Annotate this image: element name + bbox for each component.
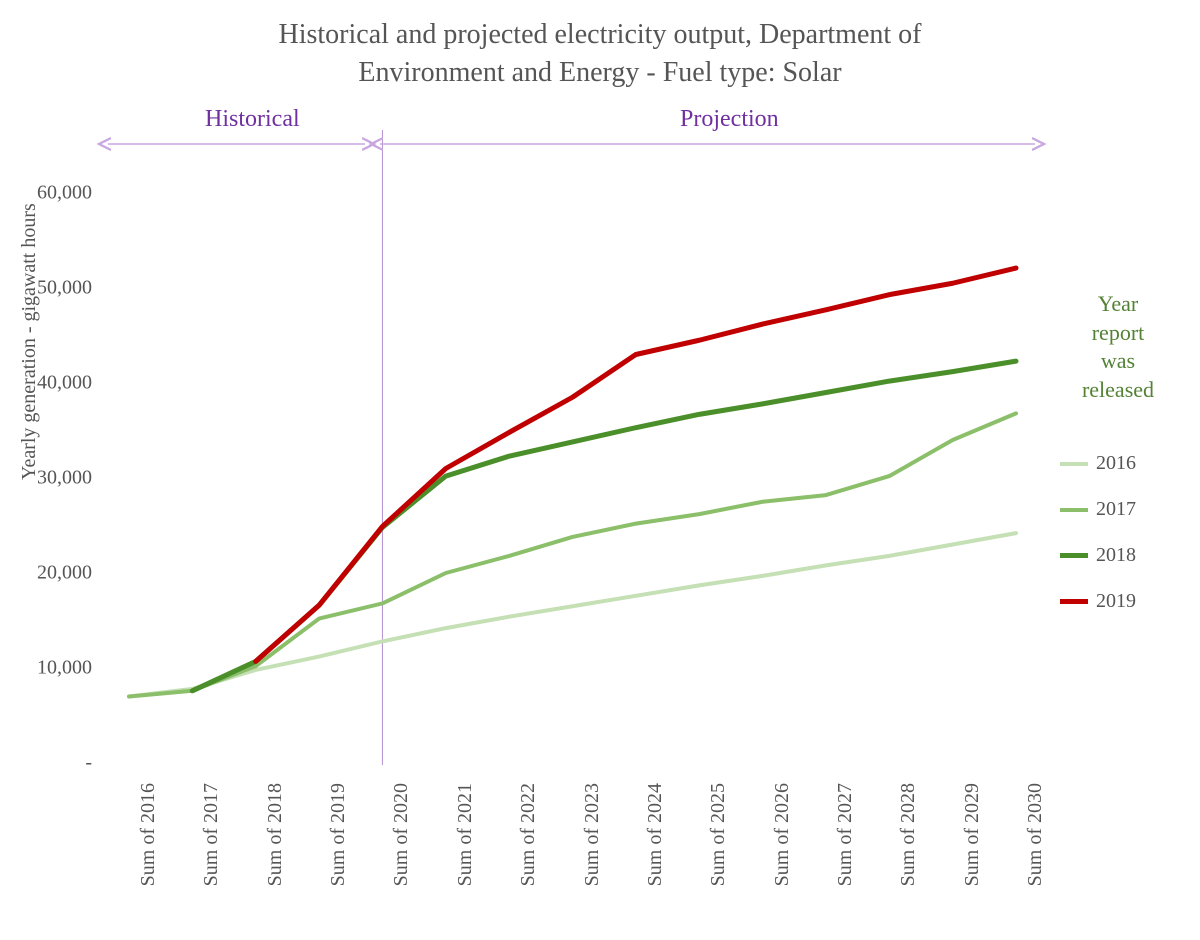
y-tick-label: 40,000	[37, 372, 92, 395]
x-tick-label: Sum of 2016	[137, 783, 160, 886]
series-line-2019	[256, 268, 1016, 661]
y-tick-label: 20,000	[37, 562, 92, 585]
legend-swatch	[1060, 462, 1088, 466]
x-tick-label: Sum of 2017	[200, 783, 223, 886]
x-tick-label: Sum of 2023	[581, 783, 604, 886]
x-tick-label: Sum of 2018	[264, 783, 287, 886]
legend-item-2018: 2018	[1060, 544, 1136, 567]
x-tick-label: Sum of 2021	[454, 783, 477, 886]
x-tick-label: Sum of 2028	[897, 783, 920, 886]
chart-container: Historical and projected electricity out…	[0, 0, 1200, 940]
legend-item-2019: 2019	[1060, 590, 1136, 613]
x-tick-label: Sum of 2029	[961, 783, 984, 886]
y-tick-label: 60,000	[37, 182, 92, 205]
legend-swatch	[1060, 599, 1088, 604]
legend-swatch	[1060, 553, 1088, 558]
annotation-label: Historical	[205, 106, 300, 133]
x-tick-label: Sum of 2020	[390, 783, 413, 886]
legend-title: Yearreportwasreleased	[1058, 290, 1178, 404]
legend-label: 2019	[1096, 590, 1136, 613]
y-tick-label: -	[85, 752, 92, 775]
x-tick-label: Sum of 2024	[644, 783, 667, 886]
legend-label: 2016	[1096, 452, 1136, 475]
y-tick-label: 10,000	[37, 657, 92, 680]
series-line-2018	[192, 361, 1016, 691]
x-tick-label: Sum of 2025	[707, 783, 730, 886]
legend-label: 2017	[1096, 498, 1136, 521]
x-tick-label: Sum of 2027	[834, 783, 857, 886]
y-tick-label: 30,000	[37, 467, 92, 490]
legend-swatch	[1060, 508, 1088, 512]
legend-label: 2018	[1096, 544, 1136, 567]
y-tick-label: 50,000	[37, 277, 92, 300]
legend-item-2017: 2017	[1060, 498, 1136, 521]
x-tick-label: Sum of 2026	[771, 783, 794, 886]
x-tick-label: Sum of 2022	[517, 783, 540, 886]
annotation-label: Projection	[680, 106, 779, 133]
x-tick-label: Sum of 2030	[1024, 783, 1047, 886]
legend-item-2016: 2016	[1060, 452, 1136, 475]
series-line-2016	[129, 533, 1016, 696]
x-tick-label: Sum of 2019	[327, 783, 350, 886]
